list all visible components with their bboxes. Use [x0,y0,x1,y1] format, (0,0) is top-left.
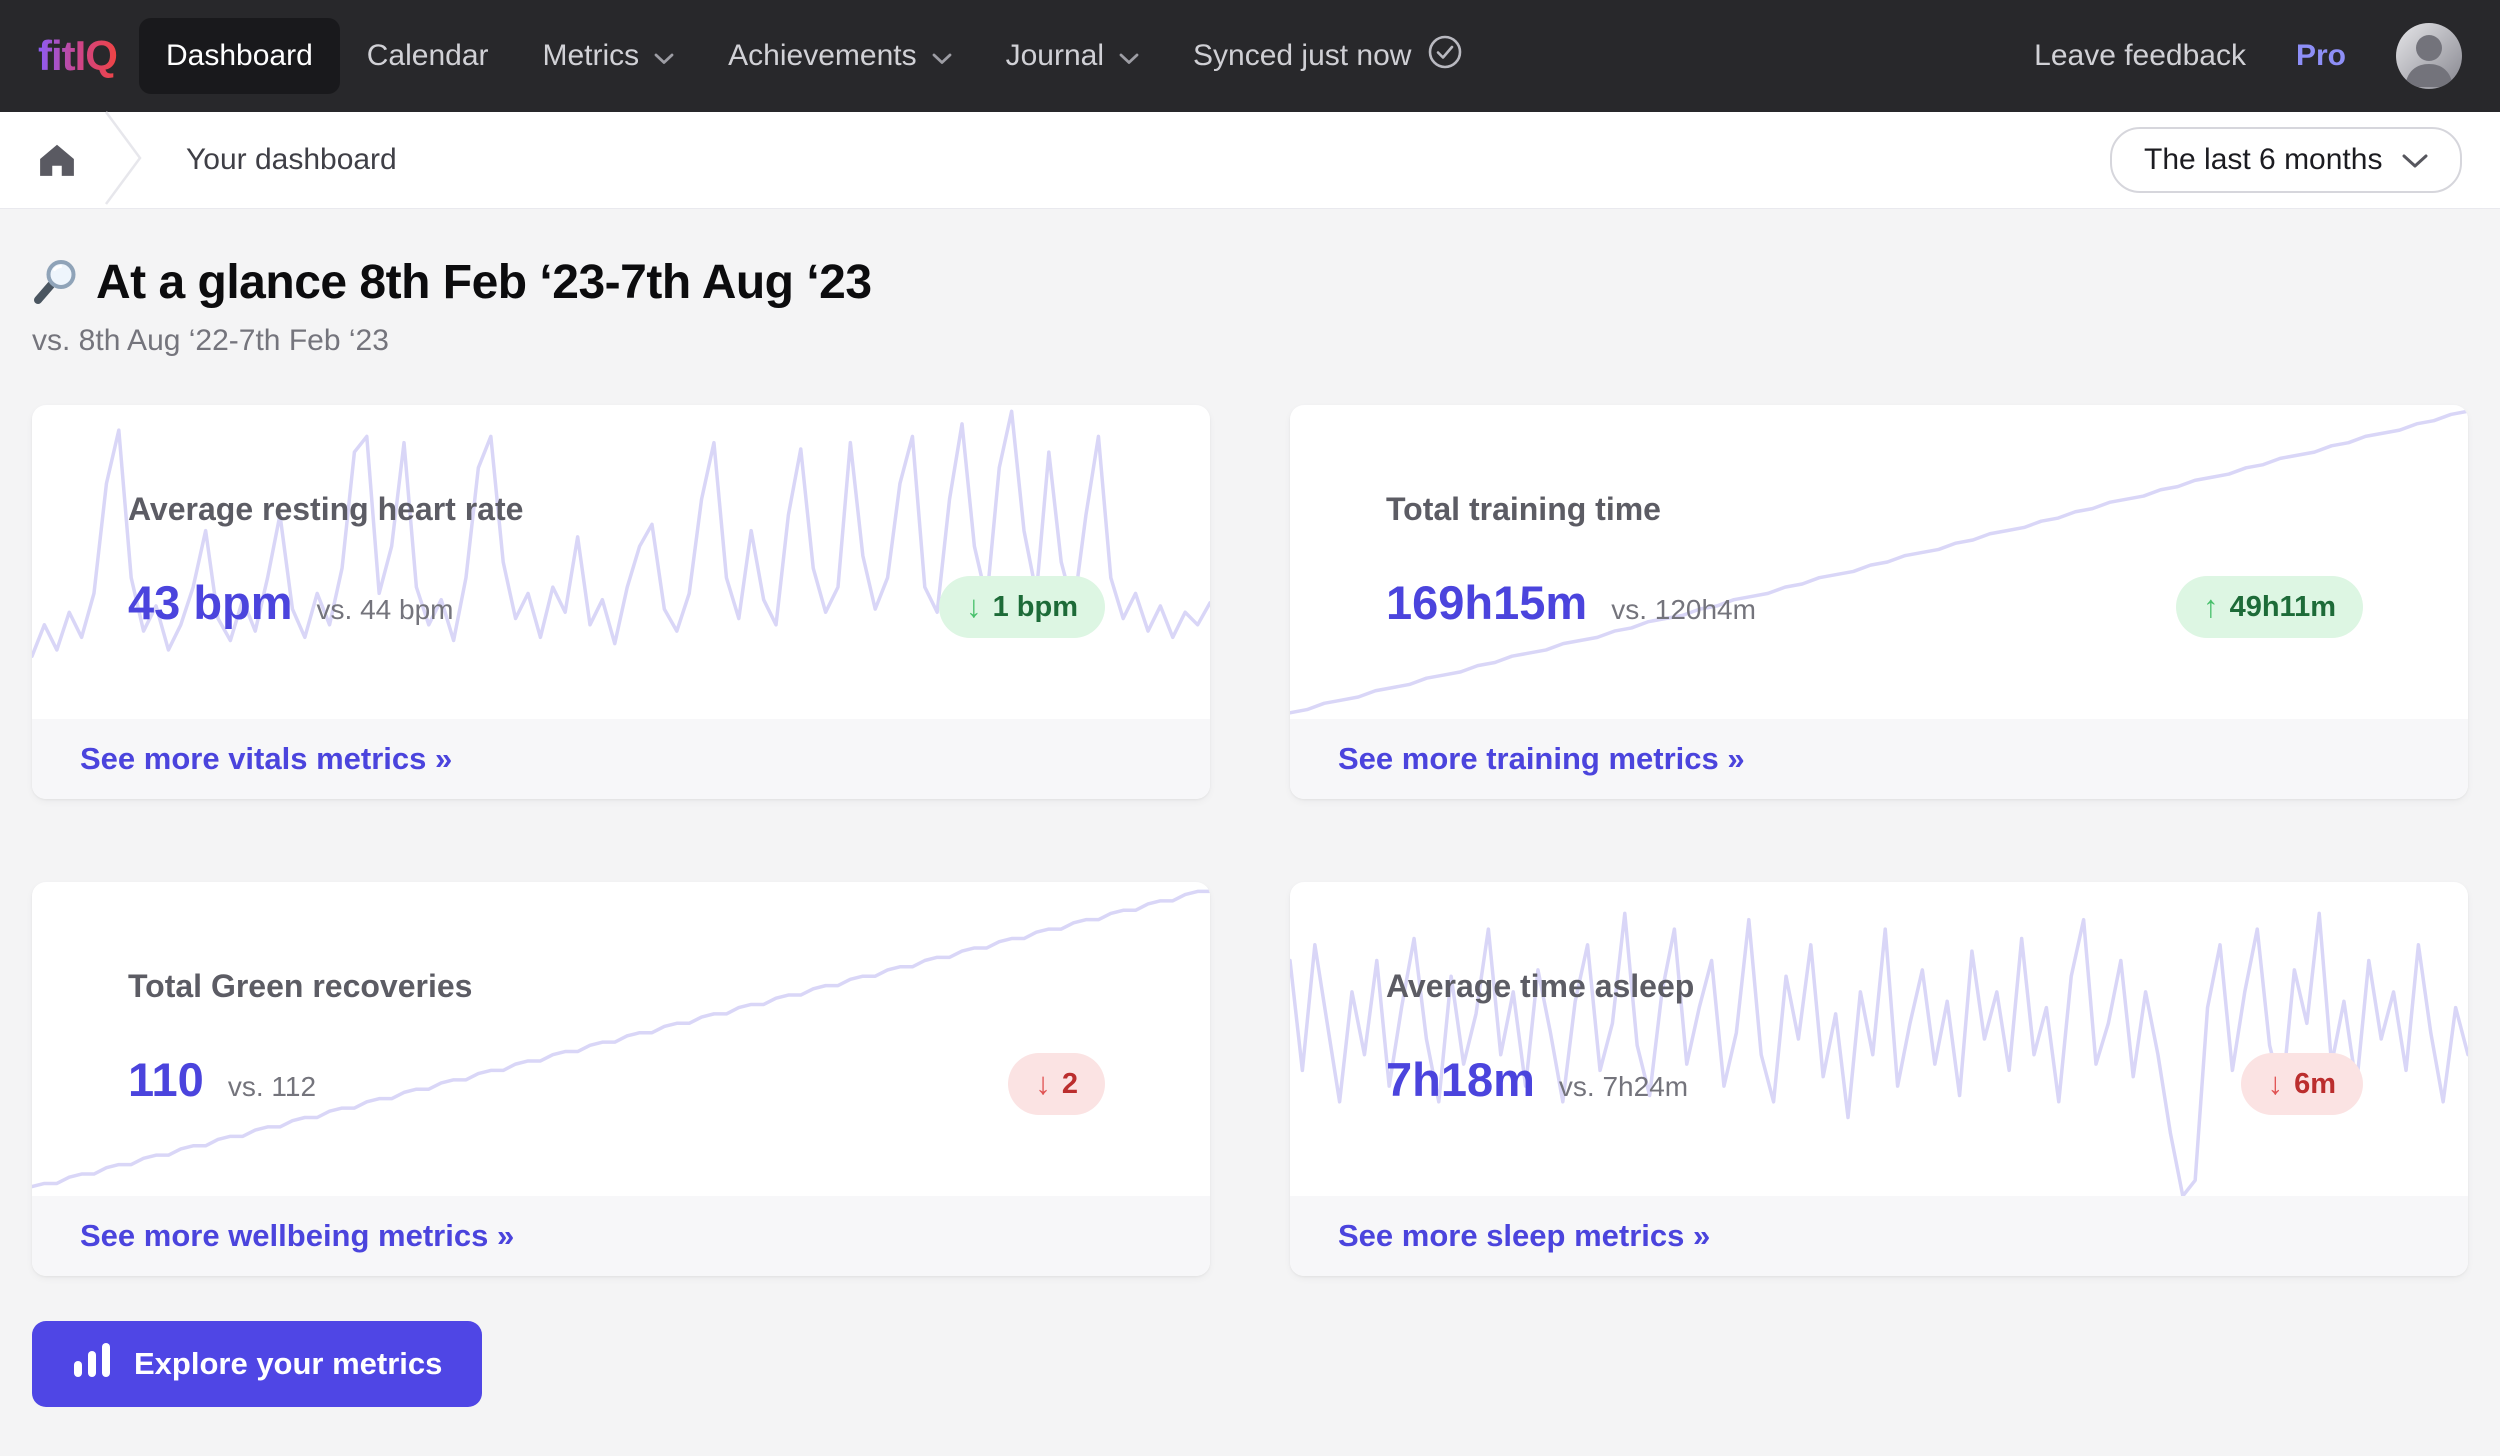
card-title: Average resting heart rate [128,491,523,528]
metric-card-resting-heart-rate: Average resting heart rate 43 bpm vs. 44… [32,405,1210,799]
card-title: Total training time [1386,491,1661,528]
breadcrumb-separator-icon [102,110,146,211]
sync-status-text: Synced just now [1193,39,1411,73]
see-more-training-link[interactable]: See more training metrics » [1338,741,1745,777]
app-logo[interactable]: fitIQ [38,32,117,80]
arrow-down-icon: ↓ [966,589,982,625]
card-comparison: vs. 112 [228,1071,316,1103]
card-title: Average time asleep [1386,968,1694,1005]
avatar[interactable] [2396,23,2462,89]
sparkline-chart [1290,882,2468,1196]
delta-badge: ↓ 1 bpm [939,576,1105,638]
nav-item-label: Journal [1006,39,1104,73]
metric-card-grid: Average resting heart rate 43 bpm vs. 44… [32,405,2468,1276]
nav-item-label: Achievements [728,39,916,73]
bar-chart-icon [72,1341,112,1387]
delta-value: 1 bpm [993,591,1078,624]
chevron-down-icon [1119,39,1139,73]
chevron-down-icon [654,39,674,73]
leave-feedback-link[interactable]: Leave feedback [2034,39,2246,73]
metric-card-green-recoveries: Total Green recoveries 110 vs. 112 ↓ 2 S… [32,882,1210,1276]
period-select-value: The last 6 months [2144,143,2382,177]
nav-item-calendar[interactable]: Calendar [340,18,516,94]
arrow-up-icon: ↑ [2203,589,2219,625]
nav-item-achievements[interactable]: Achievements [701,18,978,94]
nav-item-metrics[interactable]: Metrics [516,18,702,94]
card-value: 43 bpm [128,575,293,630]
card-title: Total Green recoveries [128,968,472,1005]
nav-item-dashboard[interactable]: Dashboard [139,18,340,94]
sparkline-chart [32,405,1210,719]
delta-badge: ↓ 6m [2241,1053,2363,1115]
see-more-sleep-link[interactable]: See more sleep metrics » [1338,1218,1710,1254]
card-value: 169h15m [1386,575,1587,630]
arrow-down-icon: ↓ [2268,1066,2284,1102]
sparkline-chart [32,882,1210,1196]
check-circle-icon [1427,34,1463,78]
top-nav: fitIQ Dashboard Calendar Metrics Achieve… [0,0,2500,112]
arrow-down-icon: ↓ [1035,1066,1051,1102]
card-footer: See more vitals metrics » [32,719,1210,799]
explore-metrics-label: Explore your metrics [134,1346,442,1382]
metric-card-time-asleep: Average time asleep 7h18m vs. 7h24m ↓ 6m… [1290,882,2468,1276]
nav-item-label: Calendar [367,39,489,73]
card-comparison: vs. 120h4m [1611,594,1756,626]
sparkline-chart [1290,405,2468,719]
nav-item-label: Dashboard [166,39,313,73]
period-select[interactable]: The last 6 months [2110,127,2462,193]
page-title: At a glance 8th Feb ‘23-7th Aug ‘23 [96,255,872,311]
dashboard-main: At a glance 8th Feb ‘23-7th Aug ‘23 vs. … [0,255,2500,1407]
breadcrumb: Your dashboard The last 6 months [0,112,2500,209]
sync-status: Synced just now [1166,34,1490,78]
person-silhouette-icon [2396,23,2462,89]
metric-card-training-time: Total training time 169h15m vs. 120h4m ↑… [1290,405,2468,799]
delta-value: 6m [2294,1068,2336,1101]
see-more-vitals-link[interactable]: See more vitals metrics » [80,741,452,777]
delta-badge: ↓ 2 [1008,1053,1105,1115]
card-value: 7h18m [1386,1052,1535,1107]
comparison-period: vs. 8th Aug ‘22-7th Feb ‘23 [32,323,2468,359]
magnifier-icon [32,257,80,310]
card-footer: See more training metrics » [1290,719,2468,799]
delta-badge: ↑ 49h11m [2176,576,2363,638]
chevron-down-icon [2402,143,2428,177]
plan-badge: Pro [2296,39,2346,73]
nav-item-journal[interactable]: Journal [979,18,1166,94]
home-icon[interactable] [38,141,76,179]
breadcrumb-current: Your dashboard [186,143,397,177]
chevron-down-icon [932,39,952,73]
see-more-wellbeing-link[interactable]: See more wellbeing metrics » [80,1218,514,1254]
card-comparison: vs. 44 bpm [317,594,454,626]
card-footer: See more wellbeing metrics » [32,1196,1210,1276]
nav-item-label: Metrics [543,39,640,73]
delta-value: 49h11m [2230,591,2336,624]
explore-metrics-button[interactable]: Explore your metrics [32,1321,482,1407]
card-comparison: vs. 7h24m [1559,1071,1688,1103]
delta-value: 2 [1062,1068,1078,1101]
card-footer: See more sleep metrics » [1290,1196,2468,1276]
card-value: 110 [128,1052,204,1107]
